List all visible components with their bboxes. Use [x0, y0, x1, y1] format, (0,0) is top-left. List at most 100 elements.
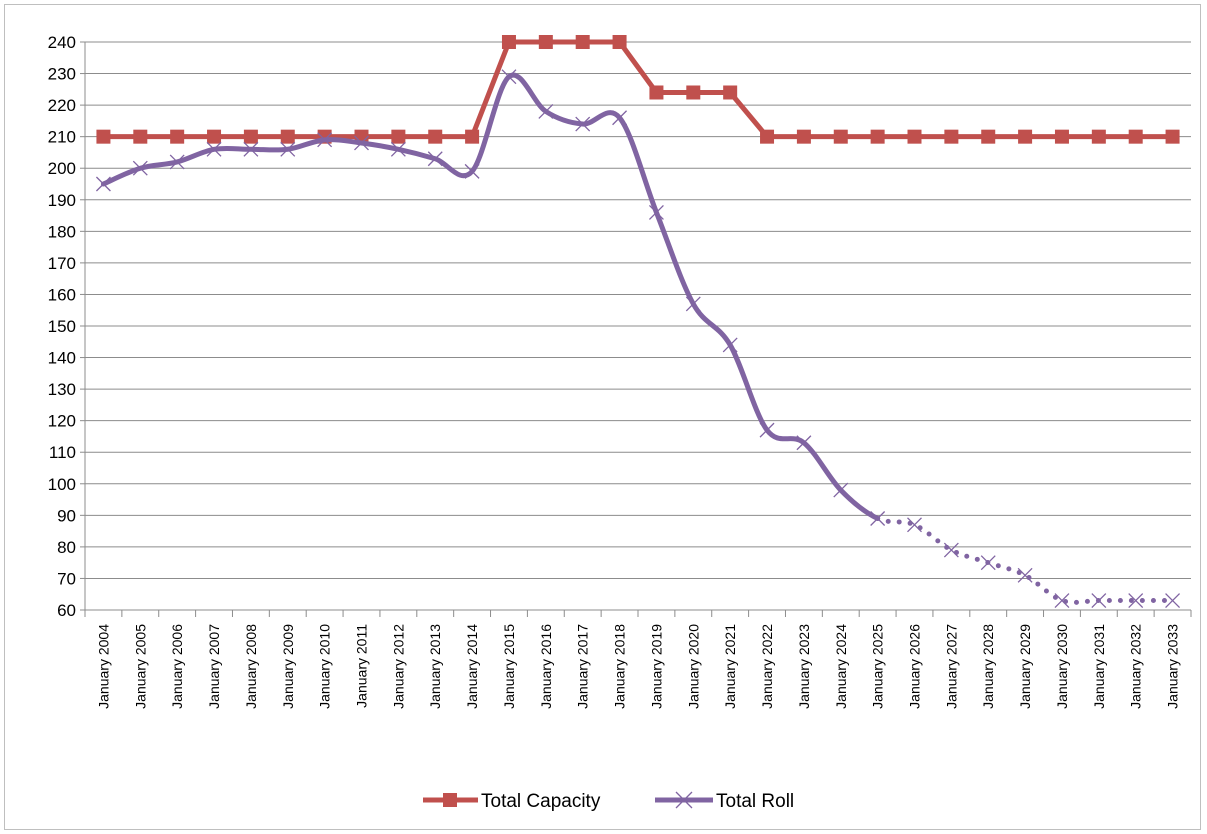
x-tick-label: January 2032	[1128, 624, 1144, 709]
y-tick-label: 80	[57, 538, 76, 557]
y-tick-label: 170	[48, 254, 76, 273]
x-tick-label: January 2021	[722, 624, 738, 709]
x-tick-label: January 2029	[1017, 624, 1033, 709]
data-point	[870, 129, 885, 144]
data-point	[354, 135, 369, 151]
legend-label: Total Capacity	[481, 791, 601, 812]
chart-frame	[4, 4, 1201, 830]
legend: Total Capacity Total Roll	[423, 791, 794, 812]
data-point	[612, 35, 627, 49]
y-axis-tick-labels: 60 70 80 90 100 110 120 130 140 150 160 170 180 190 20…	[48, 33, 76, 620]
data-point	[428, 129, 443, 144]
y-tick-label: 140	[48, 349, 76, 368]
x-tick-label: January 2023	[796, 624, 812, 709]
y-tick-label: 220	[48, 96, 76, 115]
data-point	[501, 69, 517, 85]
x-tick-label: January 2026	[907, 624, 923, 709]
data-point	[243, 141, 259, 157]
series-line-solid	[100, 72, 881, 521]
x-tick-label: January 2012	[390, 624, 406, 709]
data-point	[465, 129, 480, 144]
data-point	[1128, 129, 1143, 144]
data-point	[686, 85, 701, 100]
data-point	[685, 296, 701, 312]
series-line-dotted	[875, 515, 1176, 605]
y-tick-label: 160	[48, 285, 76, 304]
x-tick-label: January 2011	[354, 624, 370, 708]
y-tick-label: 150	[48, 317, 76, 336]
x-tick-label: January 2018	[612, 624, 628, 709]
data-point	[96, 129, 111, 144]
data-point	[317, 132, 333, 148]
data-point	[1018, 129, 1033, 144]
data-point	[907, 517, 922, 533]
y-tick-label: 60	[57, 601, 76, 620]
data-point	[833, 482, 849, 498]
legend-swatch-marker	[675, 791, 693, 809]
data-point	[833, 129, 848, 144]
data-point	[980, 555, 996, 571]
data-point	[1128, 593, 1144, 608]
series-total-roll	[95, 69, 1181, 608]
data-point	[1054, 129, 1069, 144]
data-point	[796, 129, 811, 144]
legend-swatch-marker	[443, 793, 457, 807]
data-point	[280, 129, 295, 144]
data-point	[870, 511, 886, 526]
x-axis-tick-labels: January 2004 January 2005 January 2006 Janu…	[95, 624, 1180, 709]
y-tick-label: 230	[48, 65, 76, 84]
data-point	[1017, 567, 1033, 583]
x-tick-label: January 2006	[169, 624, 185, 709]
x-tick-label: January 2027	[943, 624, 959, 709]
x-tick-label: January 2028	[980, 624, 996, 709]
x-tick-label: January 2013	[427, 624, 443, 709]
x-tick-label: January 2017	[575, 624, 591, 709]
x-tick-label: January 2005	[132, 624, 148, 709]
gridlines	[85, 41, 1191, 579]
data-point	[95, 176, 111, 192]
legend-label: Total Roll	[716, 791, 794, 812]
data-point	[206, 141, 222, 157]
axes	[80, 41, 1192, 617]
data-point	[538, 35, 553, 49]
y-tick-label: 90	[57, 506, 76, 525]
y-tick-label: 130	[48, 380, 76, 399]
data-point	[1091, 593, 1107, 608]
y-tick-label: 240	[48, 33, 76, 52]
data-point	[759, 422, 775, 438]
data-point	[796, 435, 812, 451]
y-tick-label: 210	[48, 128, 76, 147]
x-tick-label: January 2009	[280, 624, 296, 709]
data-point	[1091, 129, 1106, 144]
data-point	[132, 160, 148, 176]
data-point	[501, 35, 516, 49]
data-point	[391, 129, 406, 144]
data-point	[170, 129, 185, 144]
series-layer	[95, 35, 1181, 608]
x-tick-label: January 2008	[243, 624, 259, 709]
legend-item-total-roll: Total Roll	[655, 791, 794, 812]
x-tick-label: January 2014	[464, 624, 480, 709]
data-point	[944, 129, 959, 144]
data-point	[1165, 593, 1181, 608]
data-point	[464, 163, 480, 179]
x-tick-label: January 2007	[206, 624, 222, 709]
data-point	[575, 116, 591, 132]
x-tick-label: January 2031	[1091, 624, 1107, 709]
data-point	[943, 542, 959, 558]
x-tick-label: January 2020	[685, 624, 701, 709]
legend-item-total-capacity: Total Capacity	[423, 791, 601, 812]
data-point	[390, 141, 406, 157]
data-point	[981, 129, 996, 144]
data-point	[723, 85, 738, 100]
data-point	[280, 141, 296, 157]
data-point	[907, 129, 922, 144]
x-tick-label: January 2016	[538, 624, 554, 709]
y-tick-label: 120	[48, 412, 76, 431]
data-point	[648, 204, 664, 220]
y-tick-label: 190	[48, 191, 76, 210]
data-point	[169, 154, 185, 170]
x-tick-label: January 2010	[317, 624, 333, 709]
x-tick-label: January 2015	[501, 624, 517, 709]
x-tick-label: January 2030	[1054, 624, 1070, 709]
